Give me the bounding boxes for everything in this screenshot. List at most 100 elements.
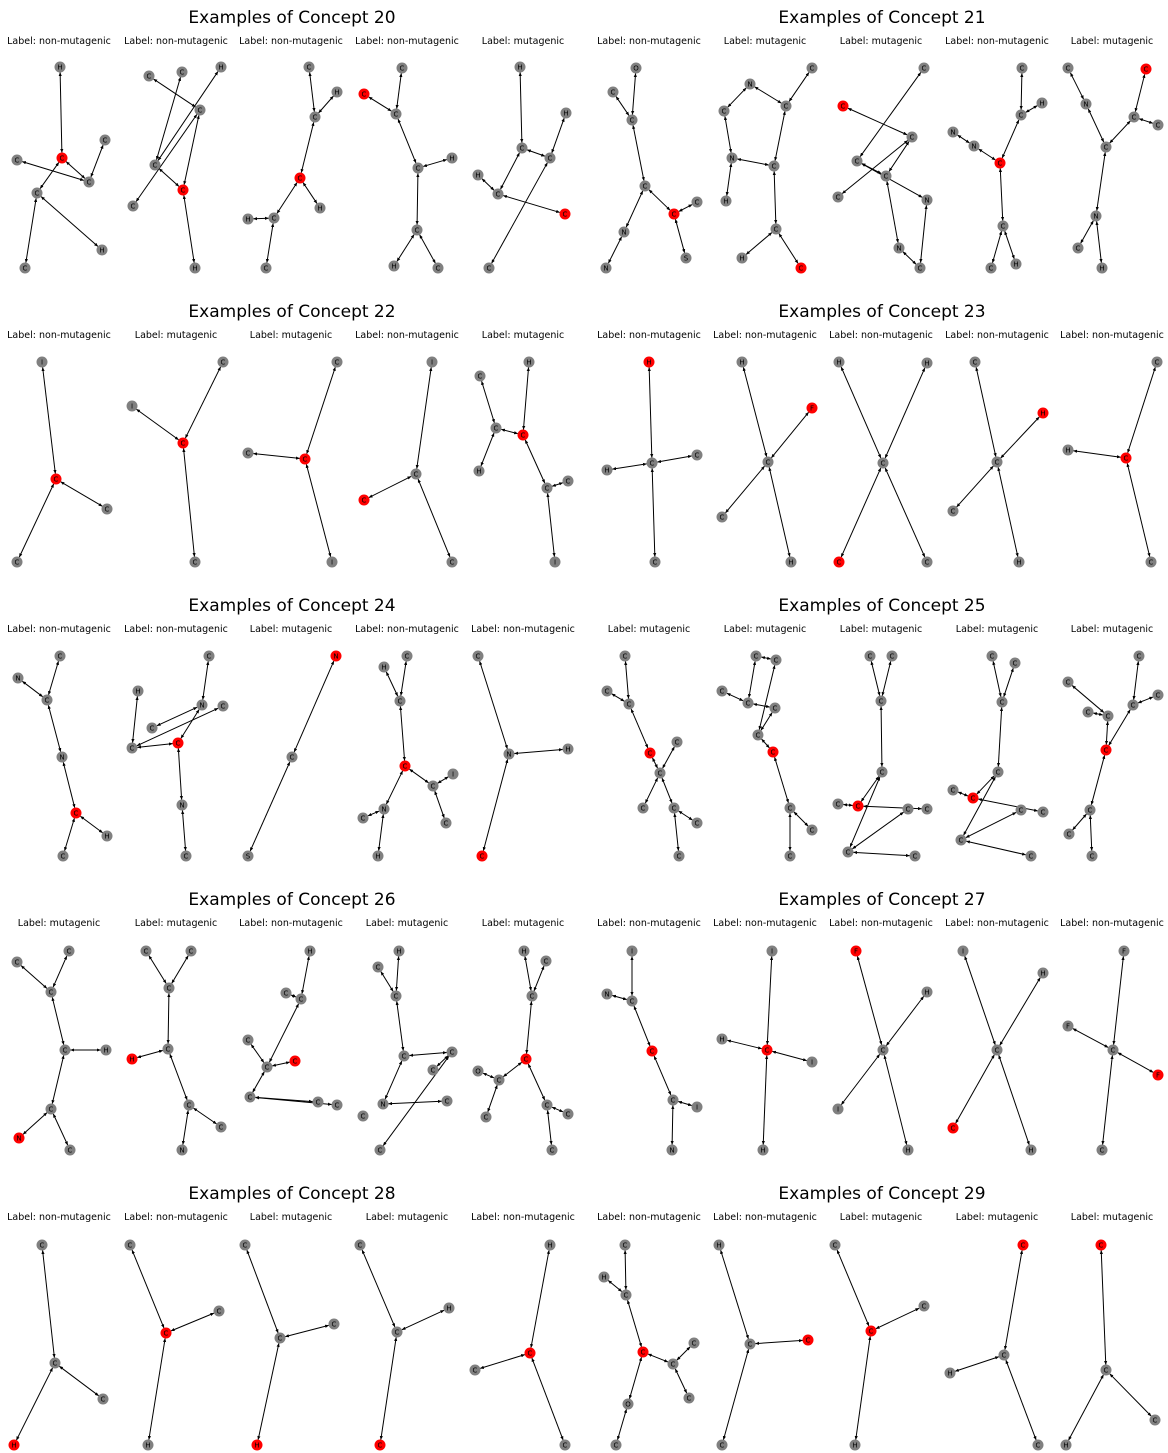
bond-edge <box>632 125 645 181</box>
bond-edge <box>1087 108 1105 143</box>
atom-node <box>716 511 728 523</box>
bond-edge <box>52 955 68 988</box>
atom-label: C <box>545 485 550 493</box>
graph-label: Label: mutagenic <box>482 36 564 47</box>
bond-edge <box>293 660 335 753</box>
atom-label: F <box>810 405 814 413</box>
graph-label: Label: mutagenic <box>956 1212 1038 1223</box>
atom-label: C <box>1111 1047 1116 1055</box>
graph-label: Label: non-mutagenic <box>239 36 343 47</box>
bond-edge <box>1080 220 1094 244</box>
atom-label: C <box>164 1330 169 1338</box>
bond-edge <box>525 1001 533 1054</box>
bond-edge <box>530 1250 550 1348</box>
bond-edge <box>854 1336 872 1440</box>
bond-edge <box>257 1342 280 1441</box>
concept-panel: Examples of Concept 20 Label: non-mutagen… <box>7 8 572 274</box>
atom-label: C <box>303 456 308 464</box>
atom-node <box>41 694 53 706</box>
bond-edge <box>623 1250 628 1290</box>
bond-edge <box>612 462 647 471</box>
molecule-graph: Label: non-mutagenic F F C F C <box>1060 918 1164 1156</box>
atom-label: N <box>669 1147 674 1155</box>
atom-node <box>1009 657 1021 669</box>
atom-node <box>490 422 502 434</box>
bond-edge <box>385 671 399 697</box>
atom-label: C <box>544 958 549 966</box>
atom-node <box>623 698 635 710</box>
atom-node <box>610 1439 622 1451</box>
atom-label: C <box>101 1396 106 1404</box>
highlighted-atom-node <box>837 100 849 112</box>
atom-node <box>357 812 369 824</box>
graph-label: Label: non-mutagenic <box>355 36 459 47</box>
atom-label: N <box>924 197 929 205</box>
atom-label: H <box>381 664 386 672</box>
atom-label: C <box>1104 1367 1109 1375</box>
highlighted-atom-node <box>70 807 82 819</box>
atom-node <box>59 1044 71 1056</box>
bond-edge <box>388 1099 442 1106</box>
atom-node <box>851 155 863 167</box>
bond-edge <box>131 696 139 743</box>
bond-edge <box>487 1084 498 1113</box>
atom-label: C <box>524 1056 529 1064</box>
atom-label: C <box>951 508 956 516</box>
atom-node <box>691 1101 703 1113</box>
concept-panel: Examples of Concept 23 Label: non-mutagen… <box>597 302 1164 568</box>
bond-edge <box>875 1307 920 1330</box>
atom-label: C <box>1019 807 1024 815</box>
bond-edge <box>41 367 57 474</box>
bond-edge <box>677 1101 693 1106</box>
atom-label: N <box>381 806 386 814</box>
atom-label: F <box>1066 1023 1070 1031</box>
atom-label: N <box>179 802 184 810</box>
bond-edge <box>176 748 184 800</box>
graph-label: Label: mutagenic <box>135 330 217 341</box>
atom-node <box>637 802 649 814</box>
graph-label: Label: non-mutagenic <box>239 918 343 929</box>
atom-label: N <box>603 265 608 273</box>
atom-label: H <box>1063 1442 1068 1450</box>
atom-label: H <box>760 1147 765 1155</box>
bond-edge <box>725 163 733 196</box>
bond-edge <box>1088 815 1094 851</box>
atom-node <box>562 475 574 487</box>
atom-label: C <box>246 450 251 458</box>
atom-node <box>97 1393 109 1405</box>
atom-label: C <box>128 1242 133 1250</box>
bond-edge <box>395 956 400 991</box>
atom-label: C <box>335 1102 340 1110</box>
molecule-graph: Label: mutagenic C H C C <box>354 1212 455 1451</box>
atom-label: C <box>298 175 303 183</box>
graph-label: Label: non-mutagenic <box>1060 330 1164 341</box>
atom-label: H <box>947 1370 952 1378</box>
bond-edge <box>396 234 415 262</box>
graph-label: Label: mutagenic <box>840 624 922 635</box>
highlighted-atom-node <box>358 88 370 100</box>
atom-node <box>203 650 215 662</box>
atom-node <box>516 142 528 154</box>
atom-node <box>875 695 887 707</box>
atom-node <box>947 784 959 796</box>
atom-label: N <box>729 155 734 163</box>
bond-edge <box>723 116 733 153</box>
atom-label: C <box>362 91 367 99</box>
atom-label: C <box>995 459 1000 467</box>
atom-node <box>427 1064 439 1076</box>
bond-edge <box>249 761 291 852</box>
atom-label: C <box>671 1097 676 1105</box>
highlighted-atom-node <box>637 1346 649 1358</box>
atom-label: C <box>624 1292 629 1300</box>
atom-node <box>331 86 343 98</box>
bond-edge <box>64 817 75 852</box>
bond-edge <box>409 768 429 784</box>
atom-label: C <box>756 732 761 740</box>
atom-label: C <box>189 948 194 956</box>
atom-node <box>766 945 778 957</box>
bond-edge <box>379 1337 398 1440</box>
atom-label: C <box>563 211 568 219</box>
highlighted-atom-node <box>177 437 189 449</box>
bond-edge <box>1101 1055 1114 1145</box>
atom-label: C <box>278 1335 283 1343</box>
